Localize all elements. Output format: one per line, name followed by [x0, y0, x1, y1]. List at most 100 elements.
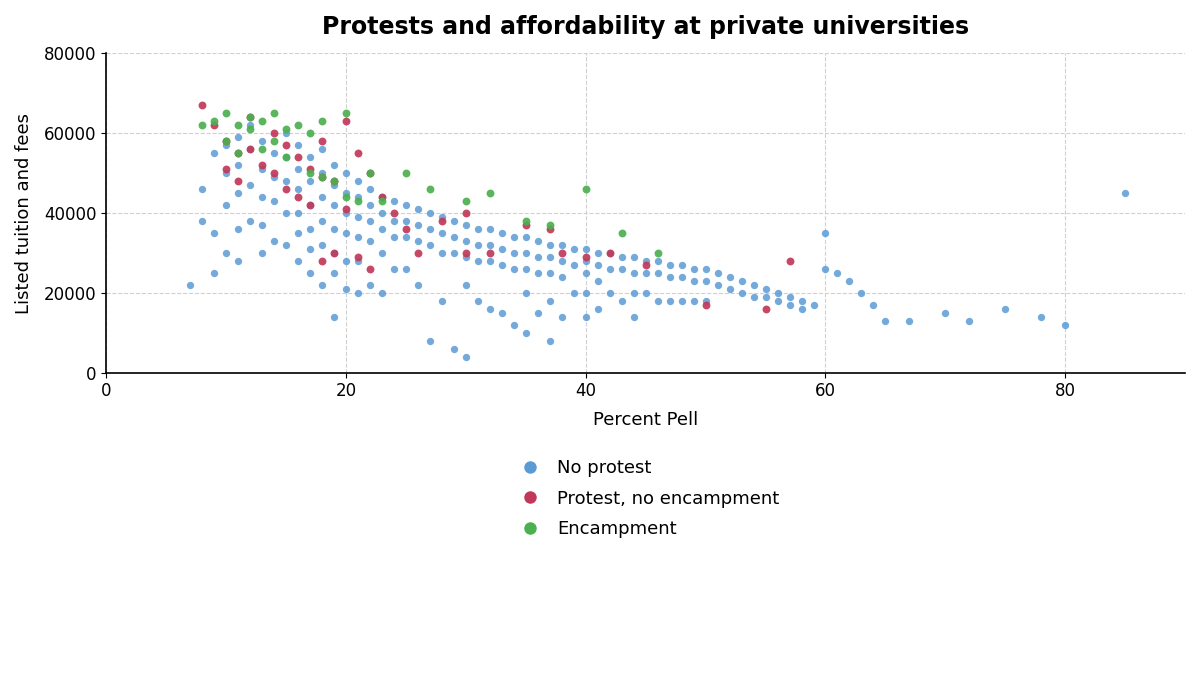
Point [336, 284, 355, 295]
Point [996, 303, 1015, 314]
Point [396, 231, 415, 242]
Point [564, 259, 583, 270]
Point [660, 295, 679, 306]
Point [241, 112, 260, 123]
Point [348, 192, 367, 203]
Point [612, 228, 631, 239]
Point [624, 267, 643, 278]
Point [504, 248, 523, 259]
Point [564, 287, 583, 298]
Point [288, 192, 307, 203]
Point [420, 184, 439, 195]
Point [588, 303, 607, 314]
Point [277, 184, 296, 195]
Point [217, 136, 236, 147]
Point [612, 251, 631, 262]
Point [300, 199, 319, 210]
Point [348, 175, 367, 186]
Y-axis label: Listed tuition and fees: Listed tuition and fees [14, 112, 34, 313]
Point [336, 208, 355, 219]
Point [708, 267, 727, 278]
Point [217, 199, 236, 210]
Point [348, 251, 367, 262]
Point [672, 295, 691, 306]
Point [384, 208, 403, 219]
Point [696, 299, 715, 310]
Point [432, 248, 451, 259]
Point [300, 244, 319, 255]
Point [636, 267, 655, 278]
Point [816, 264, 835, 275]
Point [241, 144, 260, 155]
Point [300, 164, 319, 175]
Point [576, 267, 595, 278]
Point [324, 267, 343, 278]
Point [528, 267, 547, 278]
Point [312, 255, 331, 266]
Point [876, 315, 895, 326]
Point [588, 248, 607, 259]
Point [552, 271, 571, 282]
Point [229, 224, 248, 235]
Point [492, 307, 511, 318]
Point [1032, 311, 1051, 322]
Point [576, 311, 595, 322]
Point [229, 120, 248, 131]
Point [408, 235, 427, 246]
Point [480, 255, 499, 266]
Point [516, 231, 535, 242]
Point [277, 152, 296, 163]
Point [324, 224, 343, 235]
Point [324, 159, 343, 170]
Point [744, 291, 763, 302]
Point [456, 351, 475, 362]
Point [696, 295, 715, 306]
Point [205, 267, 224, 278]
Point [312, 168, 331, 179]
Point [408, 204, 427, 215]
Point [552, 311, 571, 322]
Point [360, 168, 379, 179]
Point [253, 164, 272, 175]
Point [324, 175, 343, 186]
Point [193, 215, 212, 226]
Point [288, 184, 307, 195]
Point [324, 248, 343, 259]
Point [277, 128, 296, 139]
Point [600, 287, 619, 298]
Point [372, 287, 391, 298]
Point [360, 215, 379, 226]
Point [480, 188, 499, 199]
Point [253, 116, 272, 127]
Point [852, 287, 871, 298]
Point [516, 287, 535, 298]
Point [936, 307, 955, 318]
Point [1056, 319, 1075, 331]
Point [396, 199, 415, 210]
Point [288, 228, 307, 239]
X-axis label: Percent Pell: Percent Pell [593, 411, 698, 429]
Point [624, 251, 643, 262]
Point [300, 128, 319, 139]
Point [312, 144, 331, 155]
Point [277, 152, 296, 163]
Point [768, 287, 787, 298]
Point [300, 267, 319, 278]
Point [324, 175, 343, 186]
Point [229, 159, 248, 170]
Point [432, 215, 451, 226]
Point [265, 235, 284, 246]
Point [265, 172, 284, 183]
Point [360, 168, 379, 179]
Point [229, 255, 248, 266]
Point [456, 279, 475, 290]
Point [193, 100, 212, 111]
Point [217, 136, 236, 147]
Point [720, 271, 739, 282]
Point [408, 219, 427, 230]
Point [300, 168, 319, 179]
Point [253, 192, 272, 203]
Point [456, 195, 475, 206]
Point [540, 267, 559, 278]
Point [277, 175, 296, 186]
